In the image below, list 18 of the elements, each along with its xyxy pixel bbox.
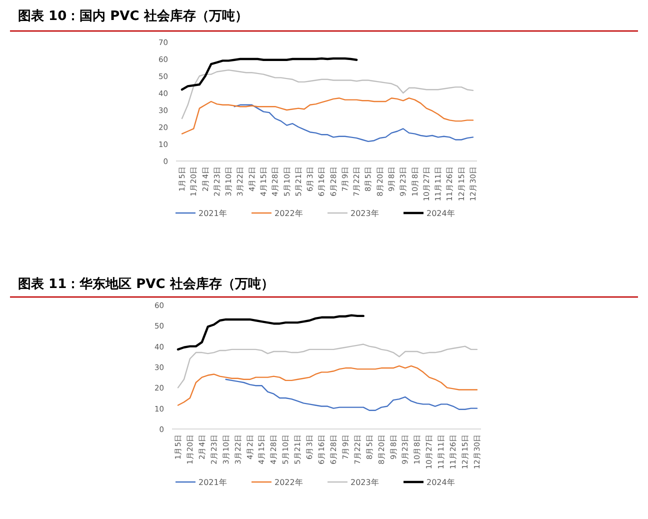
legend-label: 2024年 <box>426 209 455 218</box>
legend-label: 2022年 <box>274 478 303 487</box>
line-series <box>176 314 364 351</box>
legend-label: 2022年 <box>274 209 303 218</box>
line-series <box>181 69 474 120</box>
line-series <box>180 57 358 91</box>
line-series <box>225 378 478 411</box>
legend-label: 2024年 <box>426 478 455 487</box>
legend-label: 2023年 <box>350 478 379 487</box>
line-series <box>177 344 478 388</box>
chart-title: 图表 11：华东地区 PVC 社会库存（万吨） <box>18 276 274 292</box>
legend-label: 2021年 <box>198 209 227 218</box>
legend-label: 2021年 <box>198 478 227 487</box>
line-series <box>234 104 474 142</box>
line-series <box>181 98 474 134</box>
line-series <box>177 365 478 406</box>
chart-title: 图表 10：国内 PVC 社会库存（万吨） <box>18 8 248 24</box>
legend-label: 2023年 <box>350 209 379 218</box>
